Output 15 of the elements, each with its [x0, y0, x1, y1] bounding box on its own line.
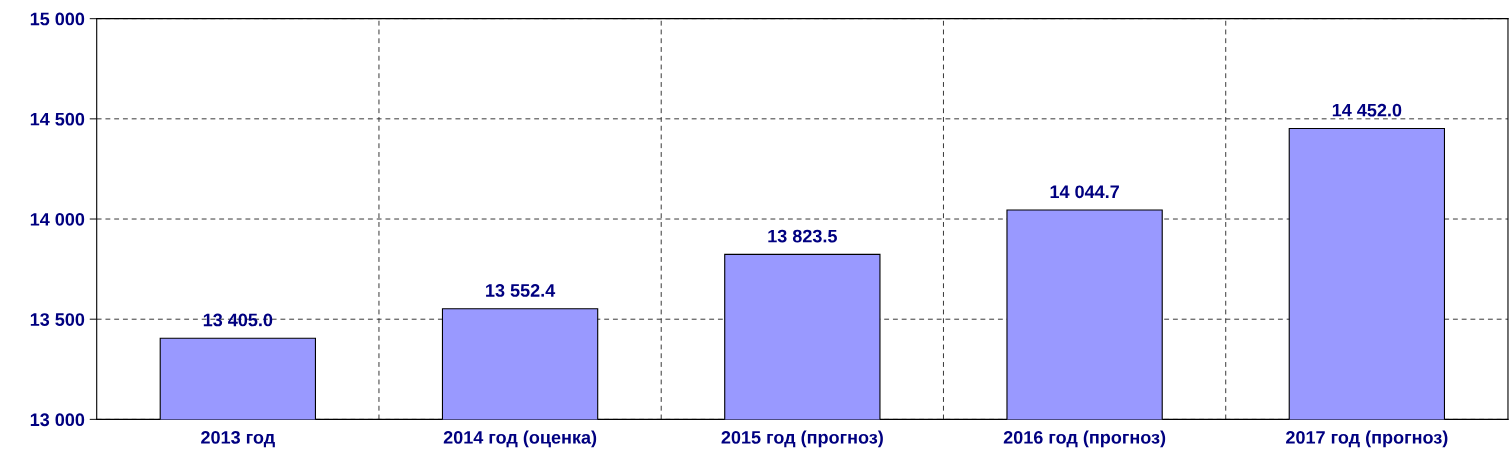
y-tick-label: 14 000	[30, 212, 85, 226]
data-label: 13 552.4	[486, 284, 556, 297]
x-tick-label: 2014 год (оценка)	[443, 430, 597, 448]
data-label: 14 044.7	[1050, 185, 1119, 199]
y-tick-label: 15 000	[30, 12, 85, 26]
data-label: 13 823.5	[768, 229, 837, 243]
x-tick-label: 2017 год (прогноз)	[1286, 430, 1448, 448]
data-label: 14 452.0	[1332, 103, 1402, 117]
x-tick-label: 2015 год (прогноз)	[721, 430, 883, 448]
x-tick-label: 2016 год (прогноз)	[1003, 430, 1166, 448]
x-tick-label: 2013 год	[201, 430, 275, 448]
y-tick-label: 13 000	[30, 413, 85, 427]
y-tick-label: 14 500	[30, 112, 85, 126]
data-label: 13 405.0	[203, 313, 273, 327]
y-tick-label: 13 500	[30, 313, 85, 326]
